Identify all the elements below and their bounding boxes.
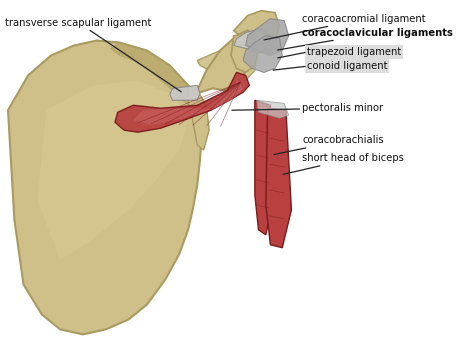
Polygon shape (8, 40, 202, 335)
Text: conoid ligament: conoid ligament (307, 61, 387, 72)
Polygon shape (197, 31, 252, 92)
Polygon shape (110, 42, 200, 130)
Polygon shape (243, 35, 283, 72)
Text: coracoacromial ligament: coracoacromial ligament (264, 14, 426, 40)
Text: transverse scapular ligament: transverse scapular ligament (5, 18, 181, 92)
Polygon shape (231, 31, 258, 72)
Polygon shape (115, 72, 249, 132)
Polygon shape (255, 100, 273, 235)
Text: coracoclavicular ligaments: coracoclavicular ligaments (278, 28, 453, 50)
Polygon shape (257, 100, 289, 118)
Polygon shape (197, 35, 257, 80)
Polygon shape (266, 108, 292, 248)
Polygon shape (234, 11, 280, 46)
Polygon shape (234, 28, 273, 53)
Polygon shape (37, 80, 188, 260)
Polygon shape (133, 78, 243, 125)
Polygon shape (170, 85, 200, 100)
Polygon shape (188, 85, 209, 150)
Text: pectoralis minor: pectoralis minor (232, 103, 383, 113)
Text: trapezoid ligament: trapezoid ligament (307, 47, 401, 58)
Text: short head of biceps: short head of biceps (283, 153, 404, 174)
Text: coracobrachialis: coracobrachialis (274, 135, 384, 154)
Polygon shape (246, 19, 289, 55)
